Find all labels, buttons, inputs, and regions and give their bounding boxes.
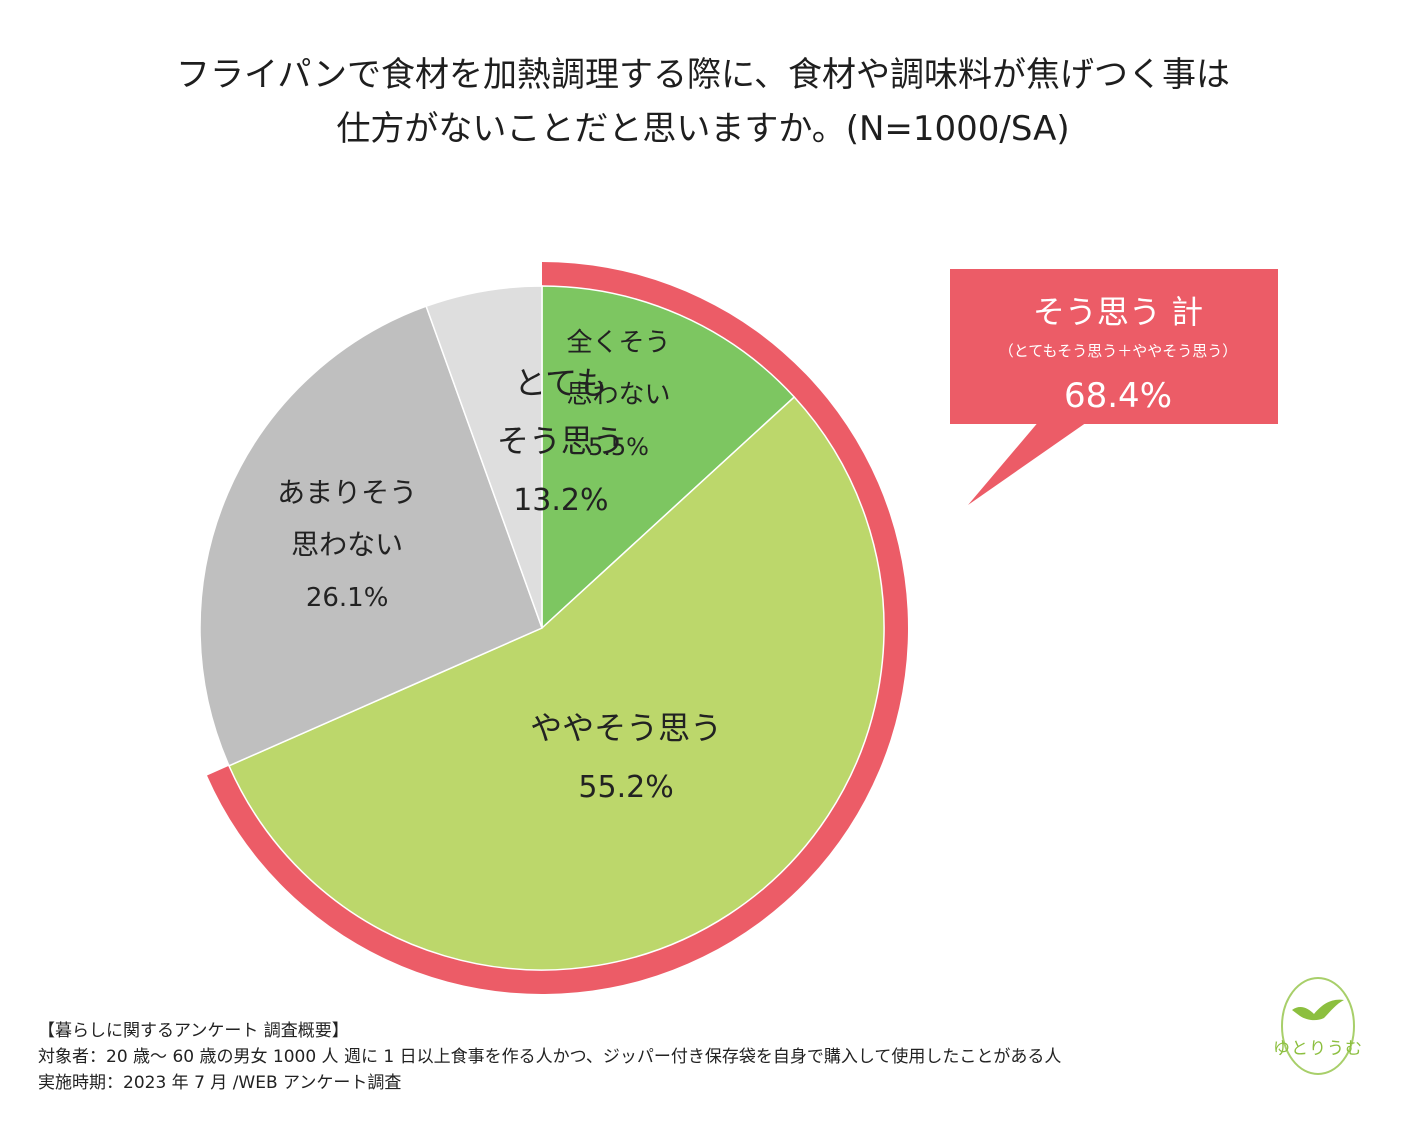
callout-box: [950, 269, 1278, 424]
pie-slices: [199, 285, 885, 971]
pie-slice-1: [227, 395, 885, 971]
footer-period: 実施時期：2023 年 7 月 /WEB アンケート調査: [38, 1073, 402, 1093]
pie-slice-0: [541, 285, 796, 630]
chart-title: フライパンで食材を加熱調理する際に、食材や調味料が焦げつく事は 仕方がないことだ…: [0, 48, 1406, 156]
pie-slice-2: [199, 305, 543, 767]
callout-title: そう思う 計: [1033, 293, 1203, 331]
logo-text: ゆとりうむ: [1273, 1039, 1363, 1059]
pie-category-label-2: 思わない: [291, 528, 403, 561]
pie-value-label-3: 5.5%: [588, 433, 649, 461]
brand-logo: ゆとりうむ: [1270, 968, 1366, 1078]
callout-tail: [968, 420, 1090, 505]
callout-subtitle: （とてもそう思う＋ややそう思う）: [999, 342, 1238, 360]
pie-labels: とてもそう思う13.2%ややそう思う55.2%あまりそう思わない26.1%全くそ…: [277, 328, 722, 805]
footer-target: 対象者：20 歳～ 60 歳の男女 1000 人 週に 1 日以上食事を作る人か…: [38, 1047, 1062, 1067]
pie-slice-3: [425, 285, 543, 629]
pie-value-label-1: 55.2%: [578, 770, 673, 805]
footer-heading: 【暮らしに関するアンケート 調査概要】: [38, 1021, 349, 1041]
pie-category-label-0: そう思う: [497, 422, 625, 460]
bird-egg-icon: [1281, 977, 1355, 1075]
pie-category-label-3: 全くそう: [566, 328, 670, 358]
pie-category-label-0: とても: [514, 364, 607, 402]
chart-title-line-2: 仕方がないことだと思いますか。(N=1000/SA): [336, 109, 1070, 149]
pie-category-label-1: ややそう思う: [530, 709, 722, 747]
pie-value-label-0: 13.2%: [513, 483, 608, 518]
pie-category-label-3: 思わない: [566, 380, 670, 410]
callout-value: 68.4%: [1064, 376, 1172, 416]
pie-category-label-2: あまりそう: [277, 476, 417, 509]
callout: そう思う 計 （とてもそう思う＋ややそう思う） 68.4%: [950, 269, 1278, 505]
survey-footer: 【暮らしに関するアンケート 調査概要】 対象者：20 歳～ 60 歳の男女 10…: [38, 1018, 1061, 1096]
pie-value-label-2: 26.1%: [306, 583, 389, 613]
chart-title-line-1: フライパンで食材を加熱調理する際に、食材や調味料が焦げつく事は: [176, 55, 1230, 95]
